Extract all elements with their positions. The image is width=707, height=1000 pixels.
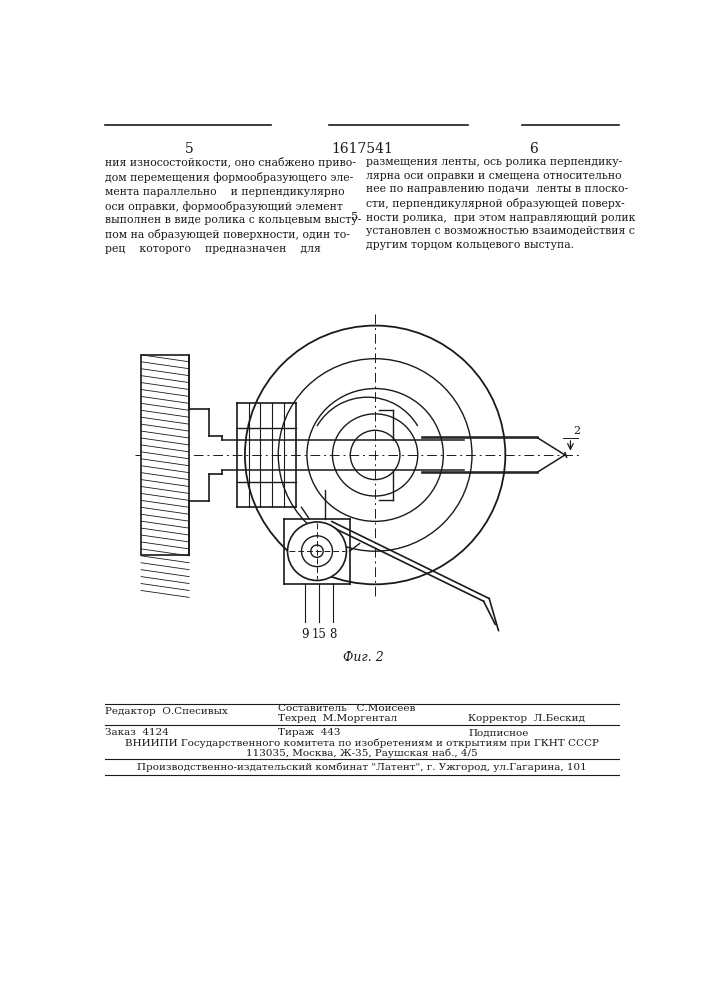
Text: Подписное: Подписное <box>468 728 529 737</box>
Circle shape <box>288 522 346 580</box>
Circle shape <box>301 536 332 567</box>
Circle shape <box>311 545 323 557</box>
Text: 2: 2 <box>573 426 580 436</box>
Text: Заказ  4124: Заказ 4124 <box>105 728 169 737</box>
Text: 9: 9 <box>302 628 309 641</box>
Text: ния износостойкости, оно снабжено приво-
дом перемещения формообразующего эле-
м: ния износостойкости, оно снабжено приво-… <box>105 157 362 254</box>
Text: Редактор  О.Спесивых: Редактор О.Спесивых <box>105 707 228 716</box>
Bar <box>141 355 189 555</box>
Text: Производственно-издательский комбинат "Латент", г. Ужгород, ул.Гагарина, 101: Производственно-издательский комбинат "Л… <box>137 763 587 772</box>
Text: 5: 5 <box>351 212 358 222</box>
Text: 5: 5 <box>185 142 194 156</box>
Text: Тираж  443: Тираж 443 <box>279 728 341 737</box>
Text: Корректор  Л.Бескид: Корректор Л.Бескид <box>468 714 585 723</box>
Text: Фиг. 2: Фиг. 2 <box>343 651 384 664</box>
Text: 15: 15 <box>312 628 327 641</box>
Text: 8: 8 <box>329 628 337 641</box>
Text: 1617541: 1617541 <box>331 142 393 156</box>
Text: Техред  М.Моргентал: Техред М.Моргентал <box>279 714 397 723</box>
Text: 113035, Москва, Ж-35, Раушская наб., 4/5: 113035, Москва, Ж-35, Раушская наб., 4/5 <box>246 748 478 758</box>
Text: ВНИИПИ Государственного комитета по изобретениям и открытиям при ГКНТ СССР: ВНИИПИ Государственного комитета по изоб… <box>125 738 599 748</box>
Text: 6: 6 <box>530 142 538 156</box>
Text: Составитель   С.Моисеев: Составитель С.Моисеев <box>279 704 416 713</box>
Text: размещения ленты, ось ролика перпендику-
лярна оси оправки и смещена относительн: размещения ленты, ось ролика перпендику-… <box>366 157 636 250</box>
